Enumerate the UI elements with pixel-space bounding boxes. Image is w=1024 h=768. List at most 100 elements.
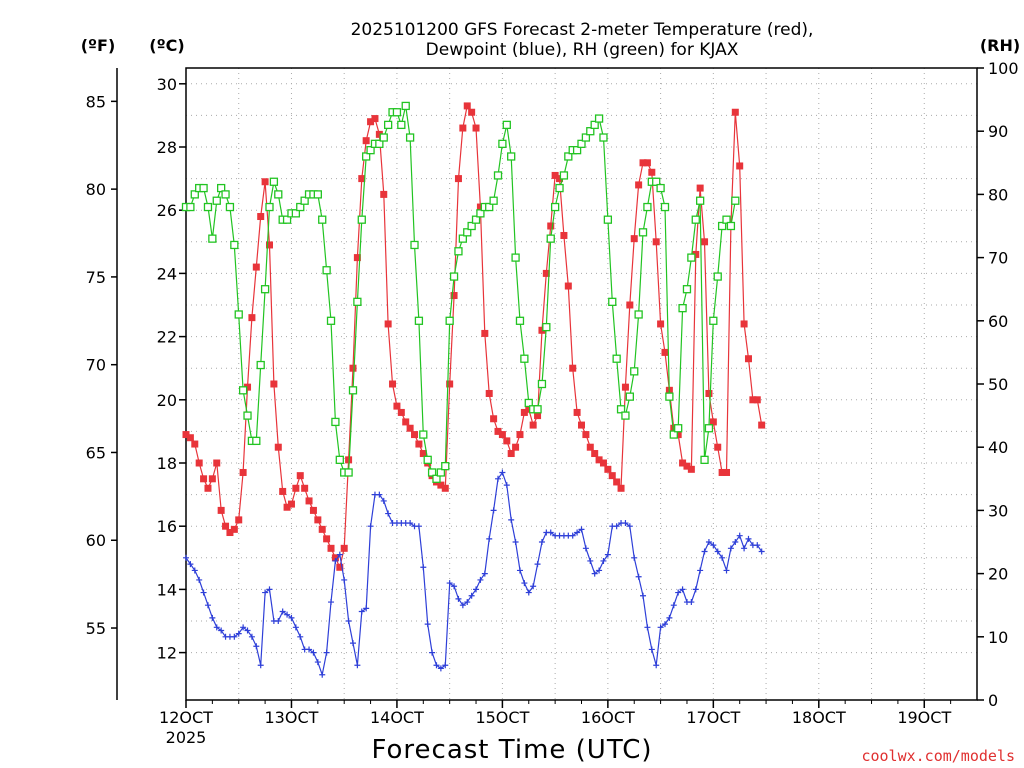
- rh-marker: [625, 392, 634, 401]
- x-tick-sublabel: 2025: [166, 728, 207, 747]
- 2-meter-temperature-marker: [463, 102, 471, 110]
- chart-title-line-2: Dewpoint (blue), RH (green) for KJAX: [426, 40, 739, 60]
- rh-tick-label: 10: [988, 628, 1008, 647]
- dewpoint-marker: [534, 561, 541, 568]
- dewpoint-marker: [631, 554, 638, 561]
- rh-marker: [537, 379, 547, 389]
- 2-meter-temperature-marker: [591, 450, 599, 458]
- x-tick-label: 18OCT: [792, 708, 846, 727]
- 2-meter-temperature-marker: [736, 162, 744, 170]
- 2-meter-temperature-marker: [353, 254, 361, 262]
- rh-marker: [243, 411, 252, 420]
- rh-marker: [546, 234, 555, 243]
- rh-marker: [366, 146, 375, 155]
- rh-marker: [238, 386, 248, 395]
- rh-marker: [550, 202, 560, 212]
- rh-tick-label: 0: [988, 691, 998, 710]
- 2-meter-temperature-marker: [402, 418, 410, 426]
- dewpoint-marker: [376, 491, 383, 498]
- dewpoint-marker: [587, 557, 594, 564]
- 2-meter-temperature-marker: [542, 269, 550, 277]
- rh-marker: [704, 424, 714, 433]
- 2-meter-temperature-marker: [758, 421, 766, 429]
- dewpoint-marker: [314, 659, 321, 666]
- 2-meter-temperature-marker: [512, 443, 520, 451]
- 2-meter-temperature-marker: [336, 563, 344, 571]
- rh-marker: [511, 253, 520, 262]
- 2-meter-temperature-marker: [186, 434, 194, 442]
- rh-marker: [691, 215, 700, 224]
- 2-meter-temperature-marker: [406, 424, 414, 432]
- 2-meter-temperature-marker: [485, 389, 493, 397]
- rh-marker: [203, 202, 213, 212]
- c-tick-label: 18: [157, 454, 177, 473]
- rh-marker: [467, 221, 476, 231]
- c-tick-label: 24: [157, 264, 177, 283]
- rh-marker: [256, 360, 265, 370]
- rh-marker: [581, 133, 591, 142]
- rh-marker: [507, 152, 516, 161]
- 2-meter-temperature-marker: [380, 190, 388, 198]
- dewpoint-marker: [459, 602, 466, 609]
- 2-meter-temperature-marker: [476, 203, 484, 211]
- rh-marker: [520, 354, 529, 363]
- 2-meter-temperature-marker: [538, 326, 546, 334]
- dewpoint-marker: [688, 599, 695, 606]
- rh-marker: [379, 133, 388, 142]
- dewpoint-marker: [626, 523, 633, 530]
- 2-meter-temperature-marker: [244, 383, 252, 391]
- 2-meter-temperature-marker: [490, 415, 498, 423]
- c-tick-label: 26: [157, 201, 177, 220]
- dewpoint-marker: [538, 539, 545, 545]
- dewpoint-marker: [266, 586, 273, 593]
- 2-meter-temperature-marker: [723, 468, 731, 476]
- f-tick-label: 60: [86, 531, 106, 550]
- 2-meter-temperature-marker: [661, 348, 669, 356]
- rh-marker: [493, 171, 503, 180]
- 2-meter-temperature-marker: [534, 412, 542, 420]
- rh-marker: [660, 202, 670, 212]
- 2-meter-temperature-marker: [744, 355, 752, 363]
- rh-marker: [608, 297, 617, 306]
- x-tick-label: 15OCT: [475, 708, 529, 727]
- rh-marker: [652, 177, 661, 186]
- dewpoint-marker: [745, 535, 752, 542]
- 2-meter-temperature-marker: [648, 168, 656, 176]
- rh-marker: [331, 417, 340, 427]
- rh-marker: [586, 127, 595, 136]
- rh-marker: [643, 202, 652, 212]
- rh-marker: [476, 209, 485, 218]
- rh-marker: [362, 152, 371, 161]
- dewpoint-marker: [354, 662, 361, 669]
- 2-meter-temperature-marker: [525, 405, 533, 413]
- 2-meter-temperature-marker: [345, 456, 353, 464]
- rh-marker: [414, 316, 424, 325]
- dewpoint-marker: [200, 589, 207, 596]
- dewpoint-marker: [183, 554, 189, 561]
- rh-marker: [682, 285, 692, 294]
- fahrenheit-unit-label: (ºF): [81, 36, 116, 55]
- 2-meter-temperature-marker: [613, 478, 621, 486]
- f-tick-label: 65: [86, 443, 106, 462]
- 2-meter-temperature-marker: [604, 465, 612, 473]
- dewpoint-marker: [429, 649, 436, 656]
- rh-tick-label: 50: [988, 375, 1008, 394]
- rh-marker: [318, 215, 327, 224]
- rh-marker: [485, 202, 494, 212]
- rh-marker: [612, 354, 621, 363]
- dewpoint-marker: [341, 576, 348, 583]
- dewpoint-marker: [675, 589, 682, 596]
- 2-meter-temperature-marker: [753, 396, 761, 404]
- rh-marker: [260, 285, 270, 294]
- dewpoint-marker: [319, 671, 326, 678]
- dewpoint-marker: [490, 507, 497, 514]
- rh-marker: [674, 424, 683, 433]
- 2-meter-temperature-marker: [701, 238, 709, 246]
- rh-marker: [383, 120, 393, 130]
- 2-meter-temperature-marker: [446, 380, 454, 388]
- 2-meter-temperature-marker: [200, 475, 208, 483]
- 2-meter-temperature-marker: [437, 481, 445, 489]
- 2-meter-temperature-marker: [674, 431, 682, 439]
- rh-marker: [335, 455, 344, 464]
